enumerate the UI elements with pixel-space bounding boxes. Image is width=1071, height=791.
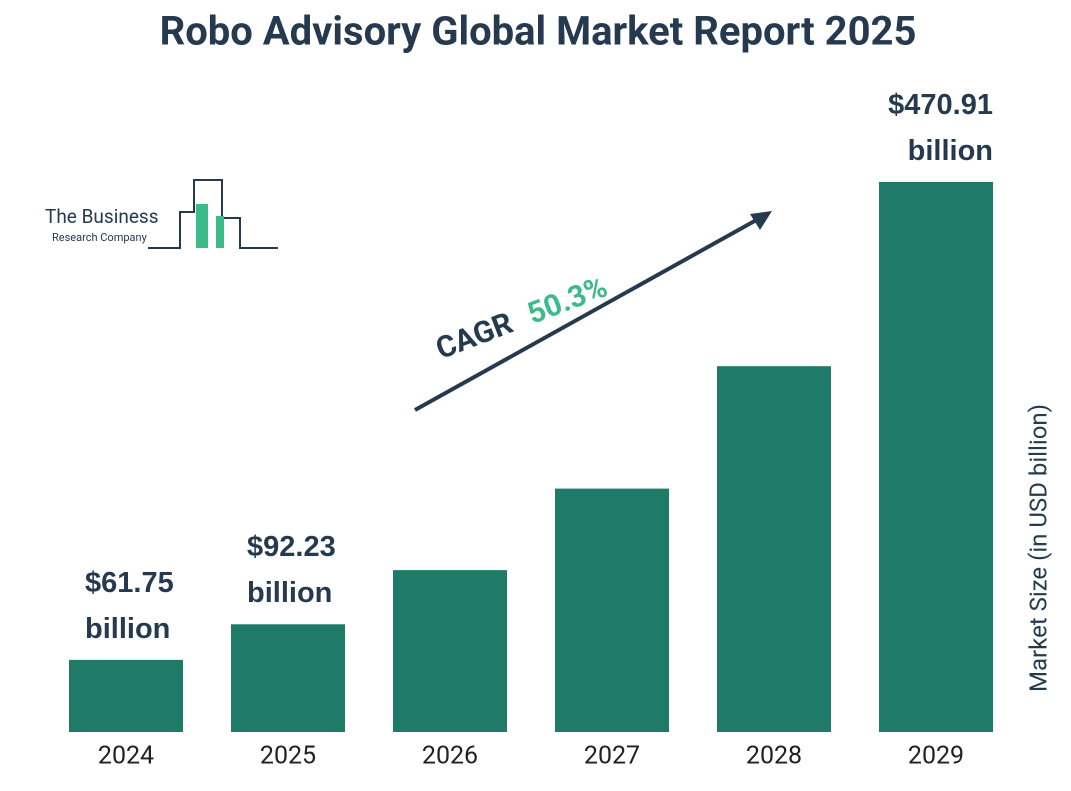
bar — [69, 659, 183, 732]
x-tick-label: 2025 — [260, 742, 316, 771]
bar — [555, 488, 669, 732]
chart-title: Robo Advisory Global Market Report 2025 — [160, 8, 917, 55]
logo-text: Research Company — [52, 231, 148, 244]
logo-bar — [216, 216, 224, 248]
value-label: $92.23 billion — [247, 531, 336, 610]
x-tick-label: 2028 — [746, 742, 802, 771]
cagr-arrow — [414, 216, 761, 412]
x-tick-label: 2027 — [584, 742, 640, 771]
bar — [231, 624, 345, 732]
x-tick-label: 2029 — [908, 742, 964, 771]
x-tick-label: 2026 — [422, 742, 478, 771]
logo-bar — [196, 204, 208, 248]
bar — [717, 366, 831, 732]
x-tick-label: 2024 — [98, 742, 154, 771]
cagr-value: 50.3% — [523, 269, 613, 331]
cagr-label: CAGR — [431, 306, 517, 367]
value-label: $61.75 billion — [85, 566, 174, 645]
logo-text: The Business — [45, 205, 159, 228]
y-axis-label: Market Size (in USD billion) — [1024, 404, 1052, 692]
value-label: $470.91 billion — [888, 89, 993, 167]
bar — [393, 570, 507, 732]
logo-outline — [148, 179, 278, 249]
logo: The Business Research Company — [45, 179, 278, 249]
bar — [879, 182, 993, 732]
cagr-arrowhead — [750, 211, 772, 230]
